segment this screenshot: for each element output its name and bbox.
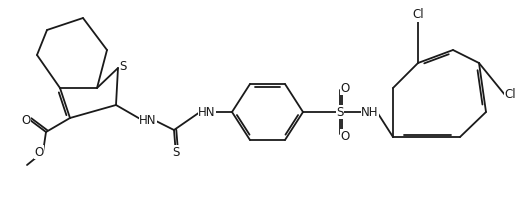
- Text: HN: HN: [139, 114, 157, 126]
- Text: Cl: Cl: [412, 8, 424, 21]
- Text: S: S: [172, 145, 180, 159]
- Text: S: S: [336, 105, 344, 118]
- Text: S: S: [119, 60, 127, 72]
- Text: O: O: [35, 145, 43, 159]
- Text: Cl: Cl: [504, 89, 516, 101]
- Text: O: O: [21, 114, 31, 126]
- Text: O: O: [340, 81, 349, 95]
- Text: O: O: [340, 130, 349, 142]
- Text: NH: NH: [361, 105, 379, 118]
- Text: HN: HN: [198, 105, 216, 118]
